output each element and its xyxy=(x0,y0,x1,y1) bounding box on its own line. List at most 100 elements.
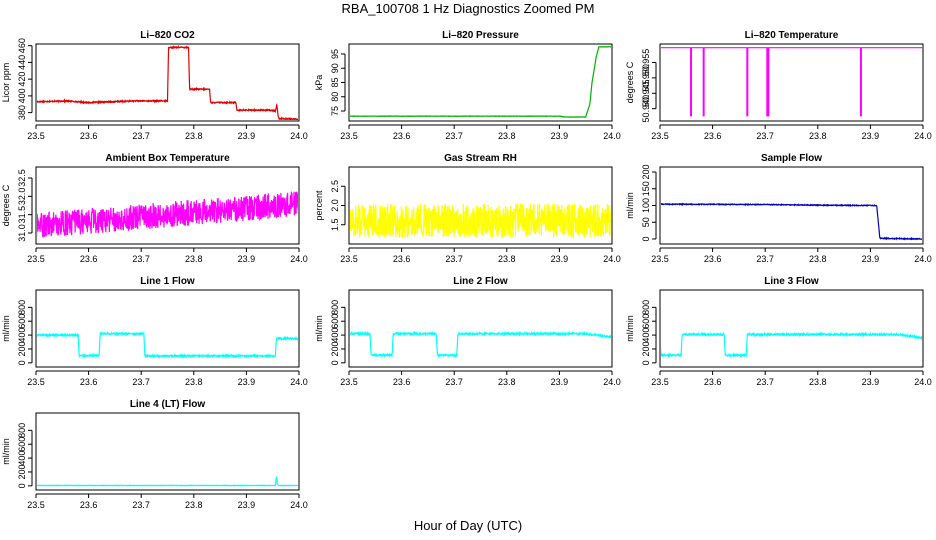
x-tick-label: 23.5 xyxy=(27,500,45,510)
y-tick-label: 380 xyxy=(17,105,27,120)
y-tick-label: 0 xyxy=(17,360,27,365)
x-tick-label: 23.6 xyxy=(393,254,411,264)
plot-frame xyxy=(348,166,613,245)
x-tick-label: 23.6 xyxy=(393,131,411,141)
x-tick-label: 23.9 xyxy=(238,254,256,264)
plot-frame xyxy=(35,166,300,245)
x-tick-label: 24.0 xyxy=(914,131,932,141)
x-tick-label: 23.9 xyxy=(551,131,569,141)
plot-frame xyxy=(348,289,613,368)
panel-title: Li–820 Temperature xyxy=(745,30,839,41)
figure-title: RBA_100708 1 Hz Diagnostics Zoomed PM xyxy=(341,1,595,16)
y-axis-label: ml/min xyxy=(1,315,11,342)
panel-title: Li–820 Pressure xyxy=(442,30,519,41)
x-axis-label: Hour of Day (UTC) xyxy=(413,518,523,533)
plot-frame xyxy=(35,43,300,122)
y-tick-label: 600 xyxy=(17,437,27,452)
x-tick-label: 23.6 xyxy=(80,254,98,264)
panel-2: Li–820 Pressure kPa 23.5 23.6 23.7 23.8 23.9 24… xyxy=(314,30,621,141)
x-tick-label: 23.7 xyxy=(132,377,150,387)
plot-frame xyxy=(659,166,924,245)
x-tick-label: 23.9 xyxy=(238,377,256,387)
x-tick-label: 23.7 xyxy=(445,377,463,387)
y-tick-label: 1.5 xyxy=(330,218,340,231)
x-tick-label: 23.7 xyxy=(132,500,150,510)
x-tick-label: 23.8 xyxy=(809,254,827,264)
x-tick-label: 23.5 xyxy=(651,377,669,387)
panel-6: Sample Flow ml/min 23.5 23.6 23.7 23.8 23.9 24.… xyxy=(625,153,932,264)
panel-title: Line 3 Flow xyxy=(764,276,819,287)
x-tick-label: 24.0 xyxy=(603,131,621,141)
plot-frame xyxy=(348,43,613,122)
x-tick-label: 23.6 xyxy=(704,254,722,264)
x-tick-label: 23.5 xyxy=(27,377,45,387)
y-tick-label: 31.0 xyxy=(17,224,27,242)
y-tick-label: 32.0 xyxy=(17,188,27,206)
x-tick-label: 23.6 xyxy=(393,377,411,387)
x-tick-label: 23.5 xyxy=(340,131,358,141)
x-tick-label: 23.5 xyxy=(27,254,45,264)
x-tick-label: 24.0 xyxy=(290,377,308,387)
y-tick-label: 800 xyxy=(17,300,27,315)
x-tick-label: 23.7 xyxy=(445,131,463,141)
y-tick-label: 0 xyxy=(330,360,340,365)
y-tick-label: 800 xyxy=(641,300,651,315)
y-tick-label: 200 xyxy=(17,341,27,356)
x-tick-label: 24.0 xyxy=(290,254,308,264)
data-series xyxy=(661,331,922,358)
y-tick-label: 100 xyxy=(641,198,651,213)
y-axis-label: percent xyxy=(314,190,324,221)
panel-1: Li–820 CO2 Licor ppm 23.5 23.6 23.7 23.8 23.9 2… xyxy=(1,30,308,141)
y-axis-label: kPa xyxy=(314,75,324,91)
x-tick-label: 24.0 xyxy=(290,500,308,510)
y-axis-label: ml/min xyxy=(1,438,11,465)
y-tick-label: 420 xyxy=(17,72,27,87)
panel-3: Li–820 Temperature degrees C 23.5 23.6 23.7 2… xyxy=(625,30,932,141)
y-tick-label: 200 xyxy=(641,165,651,180)
x-tick-label: 23.7 xyxy=(756,131,774,141)
y-tick-label: 50 xyxy=(641,217,651,227)
panel-title: Sample Flow xyxy=(761,153,822,164)
plot-frame xyxy=(35,289,300,368)
y-tick-label: 460 xyxy=(17,38,27,53)
y-tick-label: 400 xyxy=(641,328,651,343)
y-tick-label: 50.945 xyxy=(641,80,651,108)
y-tick-label: 200 xyxy=(330,341,340,356)
x-tick-label: 23.8 xyxy=(185,254,203,264)
x-tick-label: 23.9 xyxy=(238,500,256,510)
x-tick-label: 24.0 xyxy=(603,254,621,264)
y-tick-label: 600 xyxy=(641,314,651,329)
y-tick-label: 400 xyxy=(17,88,27,103)
x-tick-label: 23.8 xyxy=(185,500,203,510)
data-series xyxy=(37,45,298,120)
x-tick-label: 23.8 xyxy=(498,254,516,264)
x-tick-label: 23.5 xyxy=(651,254,669,264)
panel-title: Ambient Box Temperature xyxy=(105,153,230,164)
x-tick-label: 23.7 xyxy=(445,254,463,264)
y-axis-label: ml/min xyxy=(625,315,635,342)
data-series xyxy=(661,202,922,241)
y-tick-label: 80 xyxy=(330,92,340,102)
data-series xyxy=(37,330,298,359)
panel-5: Gas Stream RH percent 23.5 23.6 23.7 23.8 23.9… xyxy=(314,153,621,264)
x-tick-label: 23.7 xyxy=(756,377,774,387)
panel-title: Line 1 Flow xyxy=(140,276,195,287)
y-tick-label: 400 xyxy=(17,328,27,343)
x-tick-label: 23.6 xyxy=(704,377,722,387)
panel-7: Line 1 Flow ml/min 23.5 23.6 23.7 23.8 23.9 24.… xyxy=(1,276,308,387)
y-tick-label: 400 xyxy=(330,328,340,343)
data-series xyxy=(350,203,611,239)
y-tick-label: 800 xyxy=(330,300,340,315)
panel-4: Ambient Box Temperature degrees C 23.5 23.6… xyxy=(1,153,308,264)
data-series xyxy=(350,45,611,118)
x-tick-label: 23.9 xyxy=(862,377,880,387)
data-series xyxy=(350,330,611,359)
y-tick-label: 800 xyxy=(17,423,27,438)
x-tick-label: 23.9 xyxy=(551,377,569,387)
x-tick-label: 23.7 xyxy=(756,254,774,264)
x-tick-label: 23.8 xyxy=(498,131,516,141)
y-axis-label: degrees C xyxy=(1,184,11,226)
x-tick-label: 24.0 xyxy=(914,377,932,387)
x-tick-label: 23.6 xyxy=(80,500,98,510)
